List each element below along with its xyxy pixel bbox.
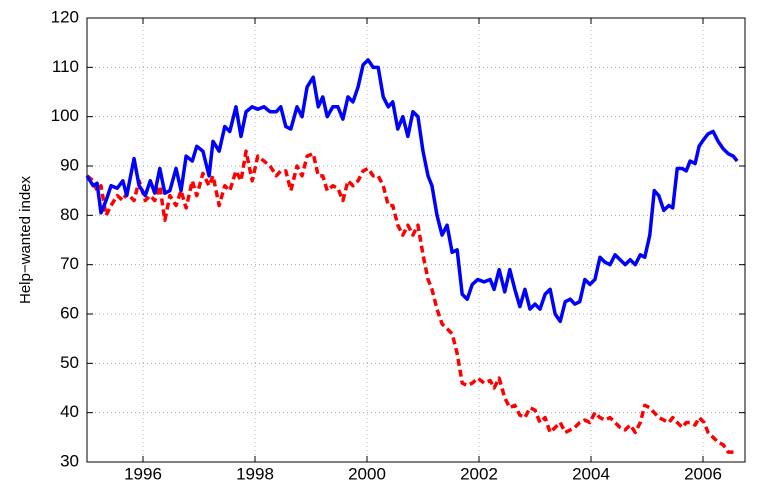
y-tick-label: 90 — [60, 155, 79, 174]
series-line — [85, 149, 738, 454]
y-tick-label: 100 — [51, 106, 79, 125]
x-tick-label: 2000 — [348, 464, 386, 483]
x-tick-label: 2004 — [572, 464, 610, 483]
y-tick-label: 50 — [60, 353, 79, 372]
y-tick-label: 110 — [52, 57, 79, 76]
series-line — [85, 58, 739, 324]
y-tick-label: 70 — [60, 254, 79, 273]
y-tick-label: 60 — [60, 303, 79, 322]
x-tick-label: 1998 — [236, 464, 274, 483]
x-tick-label: 2002 — [460, 464, 498, 483]
y-tick-label: 80 — [60, 205, 79, 224]
y-axis-label: Help−wanted index — [17, 176, 34, 305]
x-tick-label: 2006 — [684, 464, 722, 483]
y-tick-label: 30 — [60, 451, 79, 470]
x-tick-label: 1996 — [124, 464, 162, 483]
y-tick-label: 120 — [51, 7, 79, 26]
y-tick-label: 40 — [60, 402, 79, 421]
plot-frame — [86, 17, 746, 463]
